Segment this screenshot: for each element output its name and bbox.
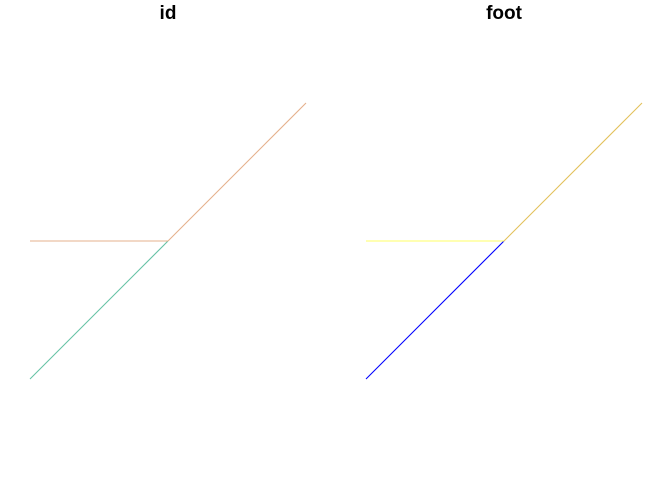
chart-panel-id: id (29, 3, 307, 380)
series-line-1 (365, 240, 505, 380)
chart-title: id (159, 3, 177, 24)
series-line-3 (167, 102, 307, 242)
series-line-1 (29, 240, 169, 380)
series-line-3 (503, 102, 643, 242)
plot-area (29, 102, 307, 380)
chart-panel-foot: foot (336, 0, 672, 480)
plot-area (365, 102, 643, 380)
chart-title: foot (486, 3, 522, 24)
